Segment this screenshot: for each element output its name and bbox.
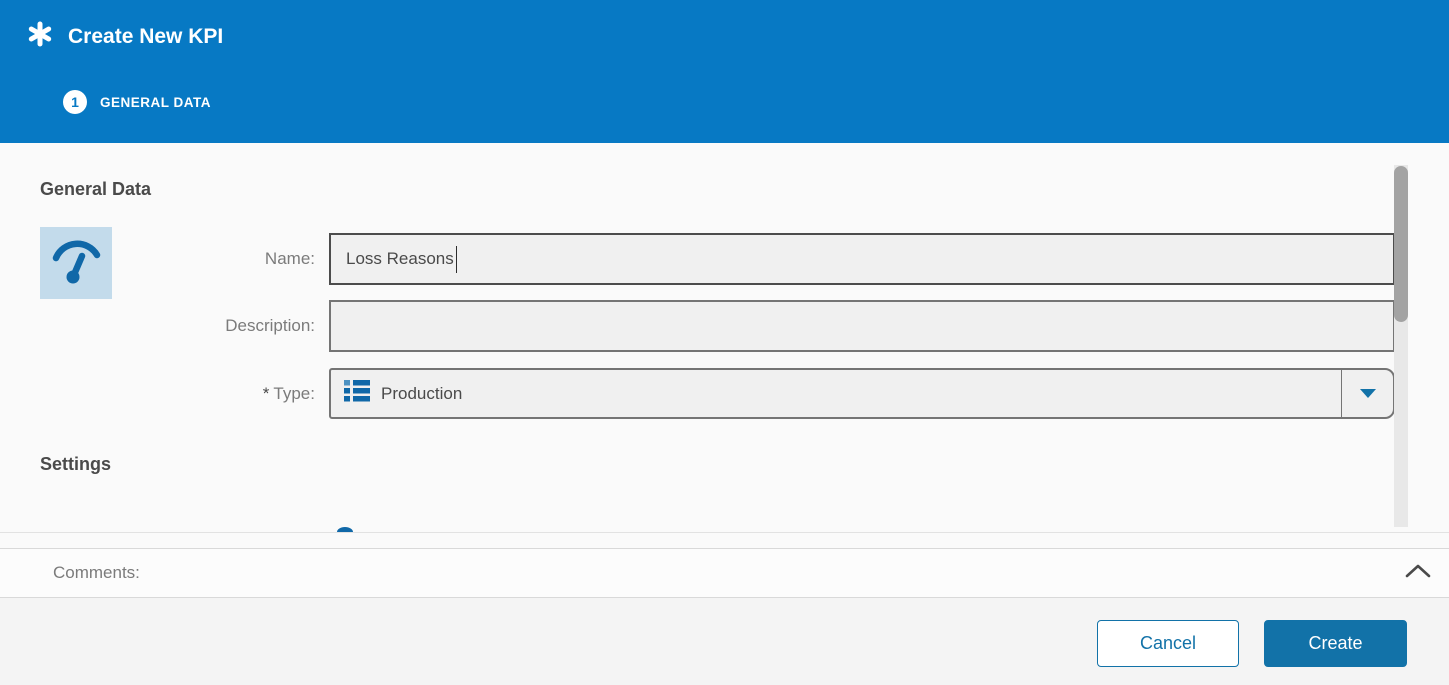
comments-label: Comments: [53,563,140,582]
type-dropdown[interactable]: Production [329,368,1395,419]
chevron-up-icon [1404,563,1432,584]
form-body: General Data Name: Loss Reasons Descript… [0,143,1449,533]
description-input[interactable] [329,300,1395,352]
type-label: * Type: [262,384,315,403]
general-data-heading: General Data [40,179,152,199]
list-icon [344,378,370,409]
chevron-down-icon [1359,389,1376,398]
dialog-title: Create New KPI [68,24,224,48]
comments-section: Comments: [0,548,1449,598]
required-marker: * [262,384,270,403]
cancel-button[interactable]: Cancel [1097,620,1239,667]
dialog-header: Create New KPI 1 GENERAL DATA [0,0,1449,143]
vertical-scrollbar[interactable] [1394,165,1408,527]
name-label: Name: [264,249,315,268]
name-input[interactable]: Loss Reasons [329,233,1395,285]
kpi-type-tile [40,227,112,299]
clipped-radio-button[interactable] [337,527,353,532]
asterisk-icon [27,21,53,52]
text-caret [455,245,458,273]
step-indicator: 1 GENERAL DATA [63,90,211,114]
create-button[interactable]: Create [1264,620,1407,667]
type-dropdown-value: Production [331,370,1341,417]
dialog-footer: Cancel Create [0,598,1449,685]
scrollbar-thumb[interactable] [1394,166,1408,322]
step-number-badge: 1 [63,90,87,114]
name-input-value: Loss Reasons [346,249,454,268]
description-label: Description: [225,316,315,335]
step-label: GENERAL DATA [100,94,212,110]
type-dropdown-button[interactable] [1341,370,1393,417]
type-selected-option: Production [381,383,463,403]
dialog-title-row: Create New KPI [27,21,223,52]
gauge-icon [49,236,103,291]
settings-heading: Settings [40,454,112,474]
comments-collapse-button[interactable] [1401,557,1435,589]
